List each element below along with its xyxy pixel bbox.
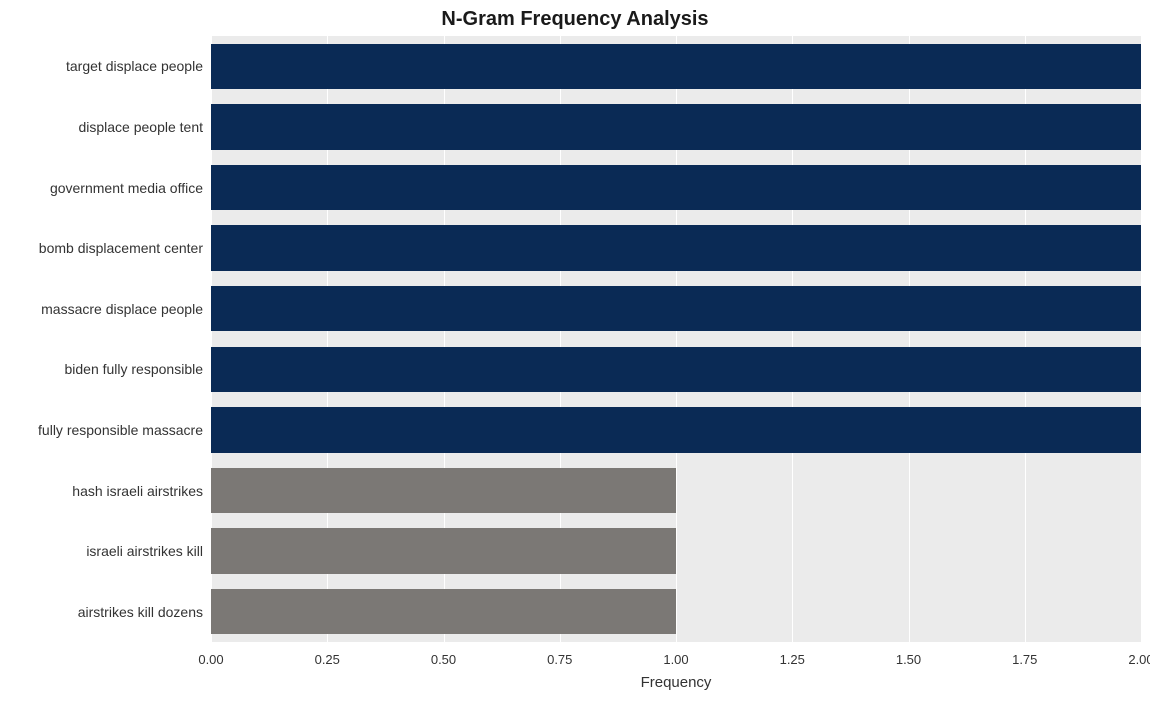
bar xyxy=(211,44,1141,89)
chart-title: N-Gram Frequency Analysis xyxy=(0,8,1150,31)
x-tick-label: 1.25 xyxy=(780,642,805,667)
bar xyxy=(211,104,1141,149)
x-tick-label: 0.50 xyxy=(431,642,456,667)
x-tick-label: 1.75 xyxy=(1012,642,1037,667)
bar xyxy=(211,528,676,573)
bar xyxy=(211,347,1141,392)
bar xyxy=(211,468,676,513)
bar xyxy=(211,165,1141,210)
y-tick-label: displace people tent xyxy=(78,119,211,135)
bar xyxy=(211,225,1141,270)
y-tick-label: hash israeli airstrikes xyxy=(72,483,211,499)
bar xyxy=(211,286,1141,331)
x-tick-label: 0.75 xyxy=(547,642,572,667)
y-tick-label: fully responsible massacre xyxy=(38,422,211,438)
x-tick-label: 1.50 xyxy=(896,642,921,667)
bar xyxy=(211,589,676,634)
y-tick-label: biden fully responsible xyxy=(64,361,211,377)
x-tick-label: 0.25 xyxy=(315,642,340,667)
x-gridline xyxy=(1141,36,1142,642)
y-tick-label: airstrikes kill dozens xyxy=(78,604,211,620)
x-tick-label: 2.00 xyxy=(1128,642,1150,667)
y-tick-label: israeli airstrikes kill xyxy=(86,543,211,559)
y-tick-label: government media office xyxy=(50,180,211,196)
y-tick-label: bomb displacement center xyxy=(39,240,211,256)
bar xyxy=(211,407,1141,452)
x-tick-label: 1.00 xyxy=(663,642,688,667)
x-tick-label: 0.00 xyxy=(198,642,223,667)
y-tick-label: massacre displace people xyxy=(41,301,211,317)
ngram-bar-chart: N-Gram Frequency Analysis Frequency targ… xyxy=(0,0,1150,701)
y-tick-label: target displace people xyxy=(66,58,211,74)
plot-area: Frequency target displace peopledisplace… xyxy=(211,36,1141,642)
